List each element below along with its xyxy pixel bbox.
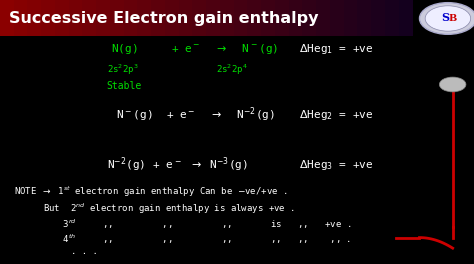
Bar xyxy=(206,0,221,36)
Bar xyxy=(41,0,56,36)
Bar xyxy=(14,0,28,36)
Bar xyxy=(289,0,303,36)
Bar xyxy=(220,0,235,36)
Text: S: S xyxy=(442,12,449,23)
Text: 2s$^2$2p$^4$: 2s$^2$2p$^4$ xyxy=(216,63,247,77)
Bar xyxy=(330,0,345,36)
Bar xyxy=(261,0,276,36)
Bar xyxy=(151,0,166,36)
Text: $\Delta$Heg$_1$ = +ve: $\Delta$Heg$_1$ = +ve xyxy=(299,42,373,56)
Text: . . .: . . . xyxy=(71,247,98,256)
Bar xyxy=(234,0,248,36)
Bar xyxy=(110,0,125,36)
Bar xyxy=(385,0,400,36)
Bar xyxy=(179,0,193,36)
Bar xyxy=(96,0,111,36)
Text: Successive Electron gain enthalpy: Successive Electron gain enthalpy xyxy=(9,11,319,26)
Text: 2s$^2$2p$^3$: 2s$^2$2p$^3$ xyxy=(107,63,138,77)
Circle shape xyxy=(419,3,474,34)
Bar xyxy=(0,0,15,36)
Text: But  2$^{nd}$ electron gain enthalpy is always +ve .: But 2$^{nd}$ electron gain enthalpy is a… xyxy=(43,201,295,216)
Text: 4$^{th}$     ,,         ,,         ,,       ,,   ,,    ,, .: 4$^{th}$ ,, ,, ,, ,, ,, ,, . xyxy=(52,232,351,246)
Bar xyxy=(55,0,70,36)
Bar xyxy=(302,0,317,36)
Text: B: B xyxy=(449,14,457,23)
Bar xyxy=(357,0,372,36)
Text: NOTE $\rightarrow$ 1$^{st}$ electron gain enthalpy Can be $-$ve/+ve .: NOTE $\rightarrow$ 1$^{st}$ electron gai… xyxy=(14,184,288,199)
Text: $\Delta$Heg$_3$ = +ve: $\Delta$Heg$_3$ = +ve xyxy=(299,158,373,172)
Bar xyxy=(27,0,42,36)
Bar xyxy=(371,0,386,36)
Bar xyxy=(82,0,97,36)
Text: N$^-$(g)  + e$^-$  $\rightarrow$  N$^{-2}$(g): N$^-$(g) + e$^-$ $\rightarrow$ N$^{-2}$(… xyxy=(116,106,275,124)
Text: Stable: Stable xyxy=(107,81,142,91)
Text: 3$^{rd}$     ,,         ,,         ,,       is   ,,   +ve .: 3$^{rd}$ ,, ,, ,, is ,, +ve . xyxy=(52,218,352,231)
Bar xyxy=(275,0,290,36)
Bar xyxy=(137,0,152,36)
Bar xyxy=(165,0,180,36)
Bar xyxy=(124,0,138,36)
Bar xyxy=(344,0,358,36)
Circle shape xyxy=(439,77,466,92)
Bar xyxy=(192,0,207,36)
Text: $\Delta$Heg$_2$ = +ve: $\Delta$Heg$_2$ = +ve xyxy=(299,108,373,122)
Bar xyxy=(399,0,413,36)
Text: N(g)     + e$^-$  $\rightarrow$  N$^-$(g): N(g) + e$^-$ $\rightarrow$ N$^-$(g) xyxy=(111,42,279,56)
Text: N$^{-2}$(g) + e$^-$ $\rightarrow$ N$^{-3}$(g): N$^{-2}$(g) + e$^-$ $\rightarrow$ N$^{-3… xyxy=(107,156,247,174)
Bar xyxy=(316,0,331,36)
Bar xyxy=(69,0,83,36)
Bar xyxy=(247,0,262,36)
Circle shape xyxy=(425,6,471,31)
